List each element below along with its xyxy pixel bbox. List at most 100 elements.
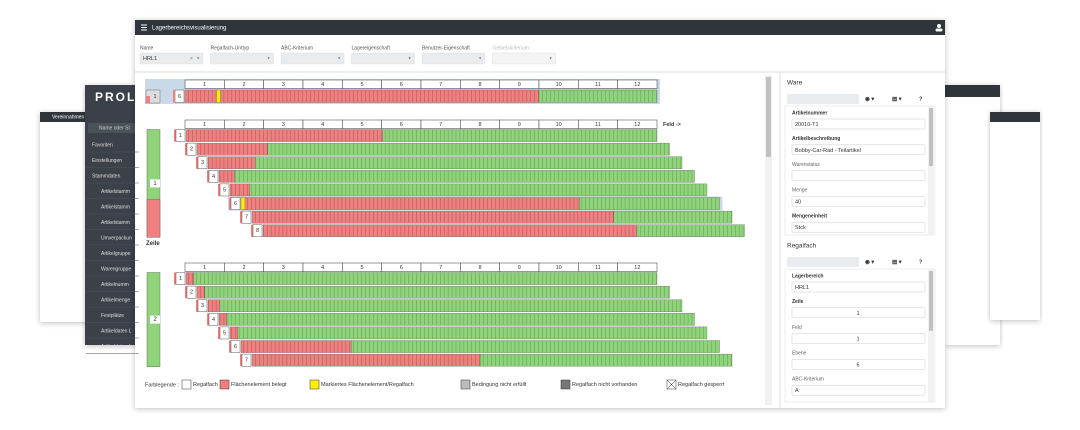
field-input[interactable] [791,307,926,319]
field-input[interactable] [791,196,926,207]
toolbar-button[interactable]: ◉ ▾ [865,96,875,102]
column-label: 7 [439,122,442,128]
column-label: 12 [634,265,640,271]
bg-menu-item: Artikelnumm [101,282,129,288]
column-label: 2 [242,265,245,271]
legend-label: Regalfach gesperrt [678,382,725,388]
cells-occupied [184,89,540,103]
column-label: 10 [556,265,562,271]
filter-select[interactable] [210,52,274,65]
cells-free [234,170,695,183]
field-value: Bobby-Car-Rad - Teilartikel [795,148,861,154]
column-label: 2 [242,122,245,128]
row-label-box [186,142,197,156]
filter-select[interactable] [139,52,204,65]
cells-occupied [196,142,268,156]
column-label: 2 [242,82,245,88]
bg-brand: PROLA [95,90,147,104]
column-label: 11 [595,82,601,88]
column-label: 6 [400,122,403,128]
zeile-bar-red [146,199,161,238]
column-label: 8 [478,82,481,88]
user-icon[interactable] [935,24,943,32]
cells-occupied [251,210,615,224]
cells-occupied [229,183,250,197]
cells-free [193,272,658,285]
toolbar-button[interactable]: ? [919,259,923,265]
row-label: 5 [223,187,226,193]
column-label: 9 [518,265,521,271]
row-label: 6 [178,94,181,100]
toolbar-button[interactable]: ◉ ▾ [865,259,875,265]
toolbar-button[interactable]: ▤ ▾ [892,259,903,265]
column-label: 4 [321,122,324,128]
bg-window-title: Vereinnahmen [52,114,84,120]
column-label: 10 [556,122,562,128]
filter-clear: × [190,56,193,62]
filter-caret: ▾ [409,56,412,61]
cells-free [267,142,670,156]
bg-menu-item: Artikelgruppe [101,251,131,257]
row-label-red [207,313,209,326]
row-label-red [207,170,209,183]
filter-label: Lagereigenschaft [352,45,391,51]
column-label: 4 [321,265,324,271]
field-input[interactable] [791,384,926,396]
bg-menu-item: Artikelstamm [101,189,130,195]
zeile-label: 1 [153,94,156,100]
field-value: A [795,388,799,394]
toolbar-input[interactable] [787,94,859,104]
field-input[interactable] [791,333,926,344]
legend-swatch [219,379,230,390]
column-label: 6 [400,82,403,88]
bg-menu-item: Festplätze [101,313,124,319]
row-label-red [229,197,231,210]
cells-free [226,313,695,326]
column-header [617,79,658,89]
cells-occupied [185,272,195,285]
cells-occupied [207,299,220,312]
field-label: Menge [792,188,808,194]
toolbar-button[interactable]: ▤ ▾ [892,96,903,102]
cells-free [579,197,720,210]
field-input[interactable] [791,281,926,293]
filter-select[interactable] [351,52,415,65]
column-header [617,119,658,129]
cells-occupied [207,156,256,169]
row-label-box [241,353,252,367]
row-label-red [174,272,176,285]
filter-select[interactable] [492,52,556,65]
column-label: 9 [518,82,521,88]
row-label: 6 [234,201,237,207]
section-scroll-thumb[interactable] [929,271,933,331]
field-input[interactable] [791,221,926,233]
row-label-red [240,354,242,367]
cells-free [204,285,670,299]
scrollbar-thumb[interactable] [766,77,771,157]
cells-occupied [218,313,228,326]
bg-menu-item: Umverpackun [101,235,132,241]
filter-select[interactable] [421,52,486,65]
row-label-box [197,156,208,169]
toolbar-input[interactable] [787,257,859,267]
field-input[interactable] [791,144,926,156]
menu-icon[interactable] [141,24,147,31]
row-label-box [219,326,230,340]
field-input[interactable] [791,170,926,181]
filter-caret: ▾ [197,56,200,61]
filter-select[interactable] [280,52,345,65]
row-label: 1 [179,133,182,139]
legend-swatch [181,379,192,390]
section-scroll-thumb[interactable] [929,108,933,167]
row-label: 4 [212,317,215,323]
column-header [617,262,658,272]
zeile-label-bg [150,315,160,324]
toolbar-button[interactable]: ? [919,96,923,102]
bg-menu-item: Favoriten [92,142,113,148]
row-label: 4 [212,174,215,180]
section-scroll [928,106,934,235]
field-input[interactable] [791,118,926,130]
column-label: 3 [282,265,285,271]
field-input[interactable] [791,359,926,370]
row-label-red [229,340,231,353]
